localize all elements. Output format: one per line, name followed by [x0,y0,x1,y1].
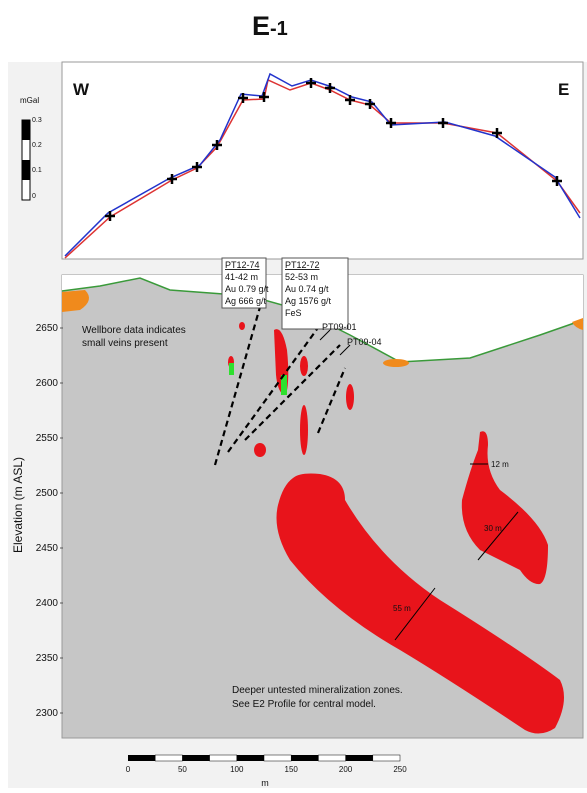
shape [346,384,354,410]
scale-label: 0.2 [32,142,42,149]
note: small veins present [82,338,168,349]
callout-text: Ag 1576 g/t [285,296,332,306]
scale-segment [128,755,156,761]
note: Wellbore data indicates [82,325,186,336]
scale-tick-label: 150 [285,765,299,774]
group [213,299,347,466]
scale-tick-label: 50 [178,765,187,774]
width-label: 30 m [484,524,502,533]
y-tick-label: 2450 [36,543,59,554]
scale-label: 0.1 [32,167,42,174]
scale-segment [345,755,373,761]
shape [213,299,264,466]
shape [244,344,341,441]
scale-tick-label: 250 [393,765,407,774]
shape [22,160,30,180]
shape [572,318,583,330]
scale-label: 0.3 [32,117,42,124]
y-tick-label: 2400 [36,598,59,609]
note: See E2 Profile for central model. [232,699,376,710]
scale-segment [372,754,401,762]
shape [339,344,351,356]
callout-text: Au 0.79 g/t [225,284,269,294]
y-tick-label: 2350 [36,653,59,664]
shape [300,405,308,455]
title-sub: -1 [270,18,288,40]
shape [461,431,548,585]
group: 0 50 100 150 200 250 [126,754,407,774]
shape [383,359,409,367]
y-tick-label: 2600 [36,378,59,389]
scale-tick-label: 100 [230,765,244,774]
shape [221,257,267,309]
shape [281,257,349,330]
scale-label: 0 [32,193,36,200]
scale-segment [263,754,292,762]
title-main: E [252,11,270,41]
y-tick-label: 2500 [36,488,59,499]
shape [62,290,89,312]
shape [316,367,347,434]
scale-tick-label: 200 [339,765,353,774]
scale-segment [182,755,210,761]
note: Deeper untested mineralization zones. [232,685,403,696]
y-tick-label: 2550 [36,433,59,444]
y-tick-label: 2300 [36,708,59,719]
scale-segment [209,754,238,762]
callout-text: Ag 666 g/t [225,296,267,306]
width-label: 12 m [491,460,509,469]
scale-segment [291,755,319,761]
callout-text: 52-53 m [285,272,318,282]
y-axis-label: Elevation (m ASL) [11,457,25,553]
group: 2650 2600 2550 2500 2450 2400 2350 2300 [36,323,63,719]
west-label: W [73,80,90,99]
scale-tick-label: 0 [126,765,131,774]
shape [394,587,436,641]
shape [254,443,266,457]
shape [239,322,245,330]
callout-text: 41-42 m [225,272,258,282]
shape [61,61,584,260]
group [394,463,519,641]
callout-text: PT12-72 [285,260,320,270]
hole-label: PT09-04 [347,337,382,347]
shape [276,473,564,734]
callout-text: FeS [285,308,302,318]
east-label: E [558,80,569,99]
callout-text: Au 0.74 g/t [285,284,329,294]
group [105,78,562,221]
scale-unit: m [261,778,269,788]
callout-text: PT12-74 [225,260,260,270]
shape [227,324,321,453]
shape [229,363,234,375]
scale-segment [318,754,346,762]
shape [319,329,331,341]
shape [477,511,519,561]
hole-label: PT09-01 [322,322,357,332]
group: PT12-74 41-42 m Au 0.79 g/t Ag 666 g/t PT12-… [225,260,332,318]
unit-label: mGal [20,96,39,105]
y-tick-label: 2650 [36,323,59,334]
scale-segment [154,754,183,762]
shape [22,120,30,140]
shape [281,375,287,395]
width-label: 55 m [393,604,411,613]
shape [300,356,308,376]
scale-segment [236,755,264,761]
